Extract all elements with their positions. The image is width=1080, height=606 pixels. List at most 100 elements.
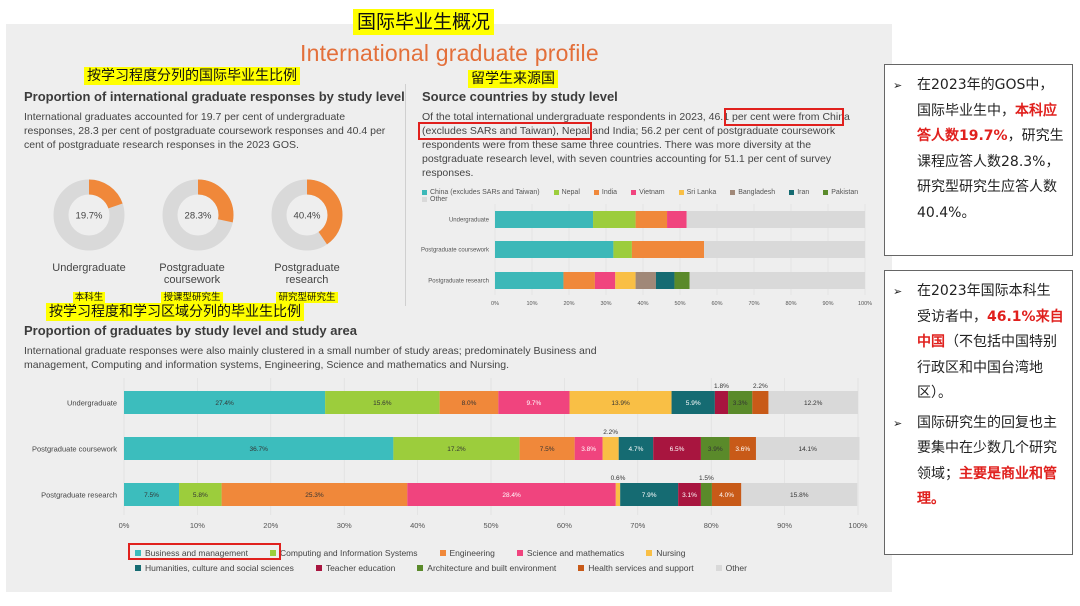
legend-swatch — [730, 190, 736, 195]
data-label: 36.7% — [249, 446, 268, 453]
bar-segment-pakistan — [674, 272, 690, 289]
bar-segment-other — [755, 437, 860, 460]
category-label: Postgraduate research — [41, 491, 117, 500]
bar-segment-nursing — [569, 391, 672, 414]
bar-segment-architecture-and-built-environment — [700, 483, 712, 506]
legend-label: Business and management — [145, 547, 249, 558]
legend-label: Other — [430, 196, 448, 203]
section2-text-part1: Of the total international undergraduate… — [422, 111, 706, 123]
bar-segment-computing-and-information-systems — [179, 483, 222, 506]
note1-pre: 在2023年的GOS中，国际毕业生中， — [917, 77, 1054, 119]
section3-title: Proportion of graduates by study level a… — [24, 323, 358, 338]
bar-segment-nepal — [613, 241, 632, 258]
data-label: 5.9% — [686, 400, 701, 407]
section2-title: Source countries by study level — [422, 89, 618, 104]
donut-slice-undergraduate — [53, 179, 125, 251]
bar-segment-health-services-and-support — [711, 483, 742, 506]
legend-item-vietnam: Vietnam — [631, 189, 665, 196]
data-label: 3.6% — [735, 446, 750, 453]
x-tick-label: 70% — [630, 521, 645, 530]
note2-text-2: 国际研究生的回复也主要集中在少数几个研究领域；主要是商业和管理。 — [917, 411, 1064, 513]
legend-swatch — [417, 564, 424, 571]
legend-label: Teacher education — [325, 562, 396, 573]
data-label: 3.9% — [708, 446, 723, 453]
legend-swatch — [135, 564, 141, 571]
legend-item-business-and-management: Business and management — [135, 548, 248, 558]
donut-cn-pg-coursework: 授课型研究生 — [137, 287, 247, 305]
study-area-chart: 0% 10% 20% 30% 40% 50% 60% 70% 80% 90% 100% Undergr… — [32, 378, 868, 530]
bar-segment-computing-and-information-systems — [393, 437, 520, 460]
legend-item-nepal: Nepal — [553, 189, 580, 196]
legend-label: Pakistan — [831, 189, 859, 196]
legend-swatch — [439, 549, 446, 556]
legend-swatch — [646, 549, 653, 556]
x-tick-label: 50% — [483, 521, 498, 530]
note-box-1: ➢ 在2023年的GOS中，国际毕业生中，本科应答人数19.7%，研究生课程应答… — [884, 64, 1073, 256]
legend-item-architecture-and-built-environment: Architecture and built environment — [417, 563, 556, 573]
legend-row: Business and management Computing and Inf… — [135, 545, 747, 560]
legend-swatch — [422, 190, 427, 195]
arrow-icon: ➢ — [893, 79, 903, 92]
bar-segment-other — [768, 391, 858, 414]
bar-segment-teacher-education — [653, 437, 701, 460]
donut-value-postgraduate-research: 40.4% — [294, 211, 321, 222]
bar-segment-humanities-culture-and-social-sciences — [671, 391, 715, 414]
section3-text: International graduate responses were al… — [24, 345, 597, 371]
x-tick-label: 100% — [848, 521, 868, 530]
data-label: 9.7% — [527, 400, 542, 407]
category-label: Postgraduate coursework — [32, 445, 117, 454]
legend-item-humanities-culture-and-social-sciences: Humanities, culture and social sciences — [135, 563, 294, 573]
legend-item-other: Other — [715, 563, 747, 573]
legend-swatch — [593, 190, 599, 195]
section2-highlight1: 46.1 per cent were from — [708, 111, 820, 123]
legend-label: Iran — [797, 189, 810, 196]
bar-segment-engineering — [519, 437, 575, 460]
x-tick-label: 10% — [190, 521, 205, 530]
legend-swatch — [578, 564, 585, 571]
bar-segment-health-services-and-support — [729, 437, 756, 460]
note1-red: 本科应答人数19.7% — [917, 102, 1057, 145]
bar-segment-architecture-and-built-environment — [728, 391, 753, 414]
note2-b2-red: 主要是商业和管理。 — [917, 465, 1057, 508]
data-label: 5.8% — [193, 492, 208, 499]
legend-swatch — [516, 549, 523, 556]
donut-cn-pg-research-text: 研究型研究生 — [276, 292, 338, 303]
section1-title: Proportion of international graduate res… — [24, 89, 405, 104]
x-tick-label: 80% — [785, 301, 796, 307]
legend-row: Humanities, culture and social sciences T… — [135, 560, 747, 575]
category-label: Postgraduate research — [428, 279, 489, 285]
donut-slice-postgraduate-research — [271, 179, 343, 251]
highlight-box-china — [418, 122, 592, 140]
data-label: 2.2% — [603, 429, 618, 436]
data-label: 1.5% — [699, 475, 714, 482]
x-tick-label: 50% — [674, 301, 685, 307]
legend-item-nursing: Nursing — [646, 548, 686, 558]
category-label: Undergraduate — [67, 399, 117, 408]
legend-item-china-excludes-sars-and-taiwan: China (excludes SARs and Taiwan) — [422, 189, 540, 196]
bar-segment-nursing — [615, 483, 621, 506]
x-tick-label: 0% — [491, 301, 499, 307]
legend-item-sri-lanka: Sri Lanka — [678, 189, 716, 196]
legend-label: Architecture and built environment — [427, 562, 557, 573]
donut-cn-undergraduate: 本科生 — [34, 287, 144, 305]
data-label: 8.0% — [462, 400, 477, 407]
legend-label: Science and mathematics — [526, 547, 625, 558]
x-tick-label: 40% — [637, 301, 648, 307]
donut-label-pg-research: Postgraduate research — [274, 262, 340, 286]
x-tick-label: 30% — [600, 301, 611, 307]
bar-segment-teacher-education — [678, 483, 701, 506]
donut-value-postgraduate-coursework: 28.3% — [185, 211, 212, 222]
note-box-2: ➢ 在2023年国际本科生受访者中，46.1%来自中国（不包括中国特别行政区和中… — [884, 270, 1073, 555]
legend-label: Engineering — [449, 547, 495, 558]
x-tick-label: 30% — [337, 521, 352, 530]
data-label: 6.5% — [670, 446, 685, 453]
x-tick-label: 60% — [557, 521, 572, 530]
bar-segment-china-excludes-sars-and-taiwan — [495, 241, 614, 258]
x-tick-label: 70% — [748, 301, 759, 307]
x-tick-label: 0% — [119, 521, 130, 530]
data-label: 25.3% — [305, 492, 324, 499]
page-title: International graduate profile — [300, 40, 599, 66]
data-label: 14.1% — [799, 446, 818, 453]
legend-swatch — [823, 190, 829, 195]
